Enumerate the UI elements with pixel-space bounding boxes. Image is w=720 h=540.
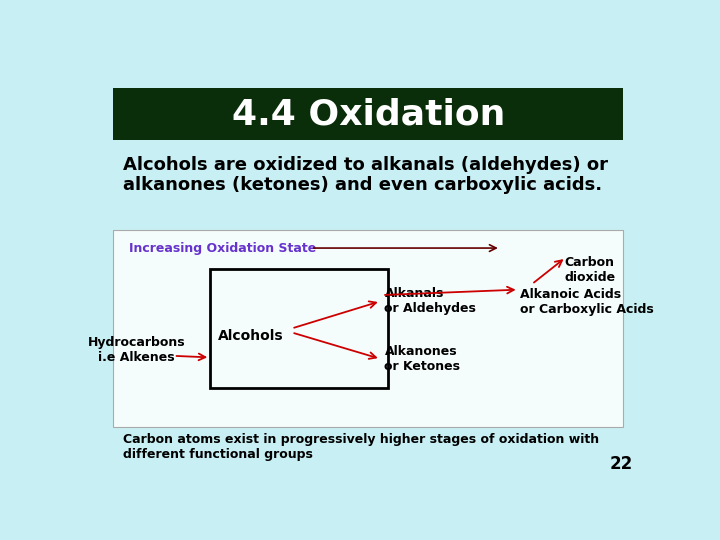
Text: Alkanoic Acids
or Carboxylic Acids: Alkanoic Acids or Carboxylic Acids (520, 288, 654, 316)
Text: 22: 22 (609, 455, 632, 473)
Text: 4.4 Oxidation: 4.4 Oxidation (232, 97, 505, 131)
Text: Hydrocarbons
i.e Alkenes: Hydrocarbons i.e Alkenes (88, 336, 185, 364)
Text: Alkanals
or Aldehydes: Alkanals or Aldehydes (384, 287, 477, 315)
Text: Carbon
dioxide: Carbon dioxide (564, 256, 616, 284)
Text: Alcohols are oxidized to alkanals (aldehydes) or
alkanones (ketones) and even ca: Alcohols are oxidized to alkanals (aldeh… (122, 156, 608, 194)
Text: Increasing Oxidation State: Increasing Oxidation State (129, 241, 316, 254)
Bar (210, 269, 388, 388)
Text: Carbon atoms exist in progressively higher stages of oxidation with
different fu: Carbon atoms exist in progressively high… (122, 433, 598, 461)
Bar (113, 88, 624, 140)
Text: Alcohols: Alcohols (217, 329, 283, 343)
Bar (113, 231, 624, 427)
Text: Alkanones
or Ketones: Alkanones or Ketones (384, 345, 461, 373)
